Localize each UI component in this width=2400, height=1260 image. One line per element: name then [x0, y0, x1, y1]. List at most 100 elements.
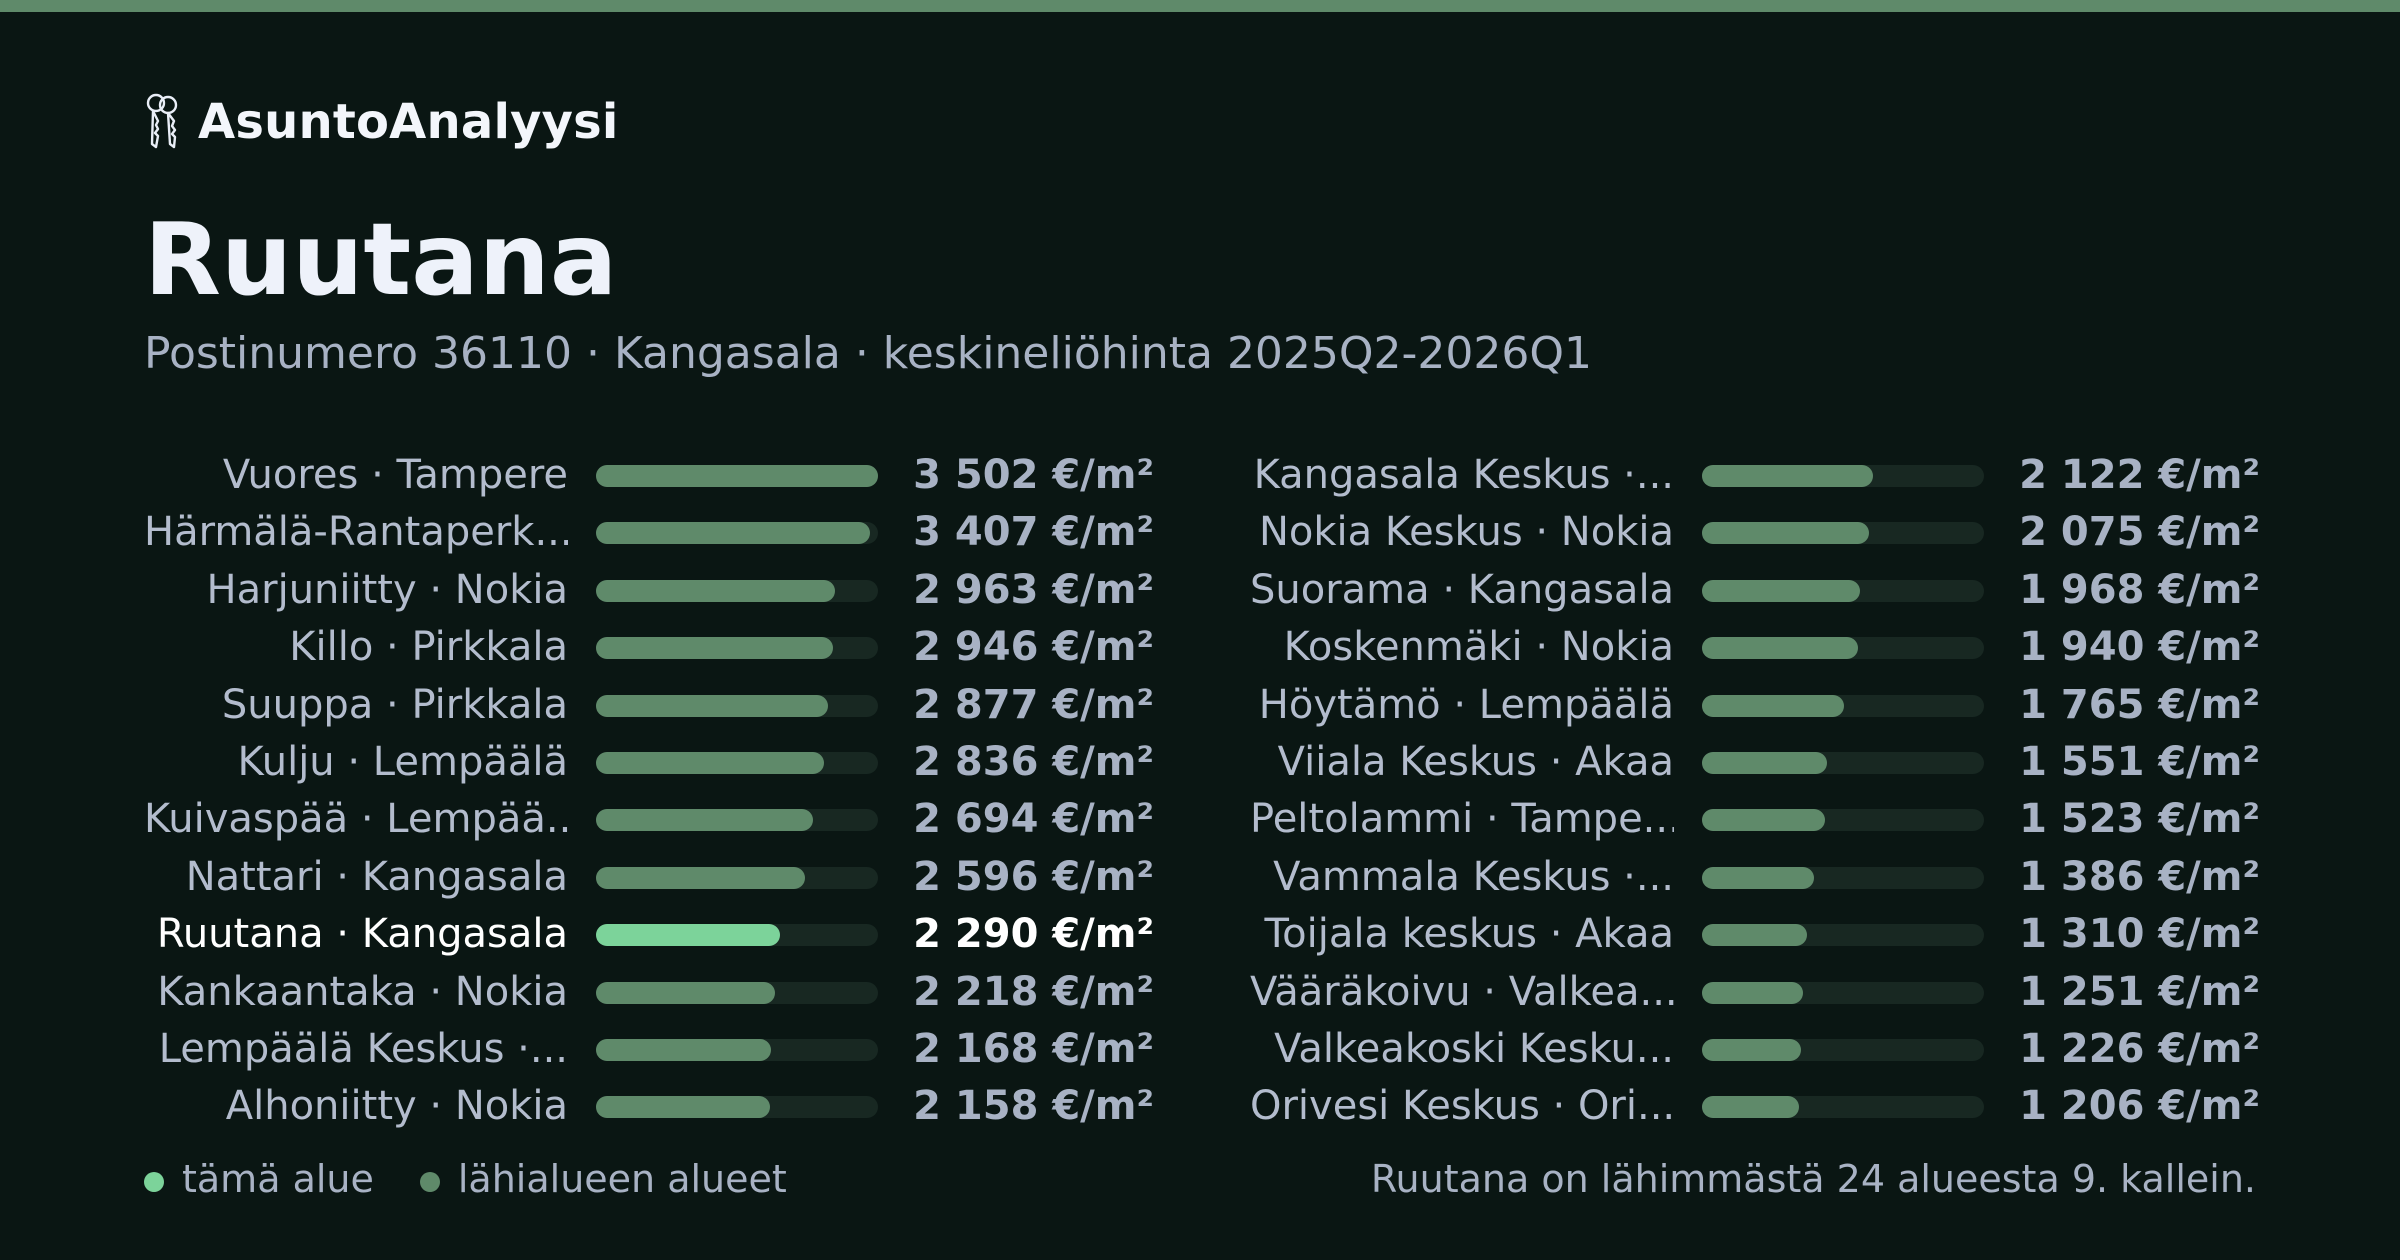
bar [1702, 1038, 1801, 1061]
bar-value-label: 1 968 €/m² [2019, 566, 2260, 613]
bar-label: Vääräkoivu · Valkea... [1250, 968, 1674, 1015]
bar-row: Höytämö · Lempäälä 1 765 €/m² [1250, 676, 2260, 733]
bar-label: Kangasala Keskus ·... [1253, 452, 1674, 498]
bar-track [1702, 522, 1984, 545]
bar-label: Suuppa · Pirkkala [221, 681, 568, 728]
bar-label: Härmälä-Rantaperk... [144, 509, 568, 556]
bar-row: Harjuniitty · Nokia 2 963 €/m² [144, 561, 1154, 618]
bar-label: Orivesi Keskus · Ori... [1250, 1083, 1674, 1130]
bar-row: Toijala keskus · Akaa 1 310 €/m² [1250, 905, 2261, 962]
chart-column-left: Vuores · Tampere 3 502 €/m² Härmälä-Rantap… [144, 446, 1154, 1135]
bar-row: Nattari · Kangasala 2 596 €/m² [144, 848, 1154, 905]
bar-label: Koskenmäki · Nokia [1283, 624, 1674, 671]
bar-value-label: 2 122 €/m² [2019, 452, 2260, 498]
bar [596, 751, 824, 774]
bar-row: Lempäälä Keskus ·... 2 168 €/m² [144, 1020, 1154, 1077]
bar-track [596, 751, 878, 774]
brand: AsuntoAnalyysi [144, 90, 619, 154]
bar-value-label: 2 218 €/m² [913, 968, 1154, 1015]
bar-value-label: 2 963 €/m² [913, 566, 1154, 613]
bar [596, 981, 775, 1004]
bar-value-label: 2 158 €/m² [913, 1083, 1154, 1130]
bar [1702, 1096, 1799, 1119]
top-accent-bar [0, 0, 2400, 12]
bar-value-label: 3 407 €/m² [913, 509, 1154, 556]
bar-value-label: 2 290 €/m² [913, 911, 1154, 958]
bar [1702, 924, 1807, 947]
bar-row: Orivesi Keskus · Ori... 1 206 €/m² [1250, 1077, 2260, 1134]
bar [1702, 465, 1873, 487]
bar-track [1702, 751, 1984, 774]
bar-value-label: 2 075 €/m² [2019, 509, 2260, 556]
bar [596, 1038, 771, 1061]
bar-value-label: 2 596 €/m² [913, 853, 1154, 900]
legend-item-others: lähialueen alueet [419, 1157, 787, 1201]
brand-name: AsuntoAnalyysi [198, 94, 619, 150]
ranking-note: Ruutana on lähimmästä 24 alueesta 9. kal… [1370, 1157, 2256, 1201]
bar [1702, 866, 1814, 889]
bar-track [1702, 1096, 1984, 1119]
bar-track [1702, 809, 1984, 832]
bar [1702, 809, 1825, 832]
bar-row: Suorama · Kangasala 1 968 €/m² [1250, 561, 2260, 618]
legend-dot-current [144, 1172, 164, 1192]
bar-track [1702, 637, 1984, 660]
bar-label: Kulju · Lempäälä [237, 738, 568, 785]
bar-label: Kuivaspää · Lempää... [144, 796, 568, 843]
bar [596, 1096, 770, 1119]
bar-label: Vuores · Tampere [222, 452, 568, 498]
bar-value-label: 1 523 €/m² [2019, 796, 2260, 843]
bar-label: Alhoniitty · Nokia [225, 1083, 568, 1130]
bar-row: Kangasala Keskus ·... 2 122 €/m² [1250, 446, 2260, 503]
chart-column-right: Kangasala Keskus ·... 2 122 €/m² Nokia Kes… [1250, 446, 2260, 1135]
bar-label: Nokia Keskus · Nokia [1258, 509, 1674, 556]
bar-value-label: 1 551 €/m² [2019, 738, 2260, 785]
bar [596, 465, 878, 487]
bar [1702, 694, 1844, 717]
bar-track [596, 637, 878, 660]
bar-row: Koskenmäki · Nokia 1 940 €/m² [1250, 618, 2260, 675]
bar-row: Kankaantaka · Nokia 2 218 €/m² [144, 963, 1154, 1020]
bar [596, 579, 835, 602]
bar-row: Killo · Pirkkala 2 946 €/m² [144, 618, 1154, 675]
bar-row: Valkeakoski Kesku... 1 226 €/m² [1250, 1020, 2260, 1077]
legend-label-current: tämä alue [182, 1157, 374, 1201]
bar-track [1702, 694, 1984, 717]
bar-row-current: Ruutana · Kangasala 2 290 €/m² [144, 905, 1154, 962]
bar-value-label: 1 765 €/m² [2019, 681, 2260, 728]
legend-label-others: lähialueen alueet [457, 1157, 787, 1201]
bar-row: Härmälä-Rantaperk... 3 407 €/m² [144, 503, 1154, 560]
bar-row: Suuppa · Pirkkala 2 877 €/m² [144, 676, 1154, 733]
bar-label: Nattari · Kangasala [185, 853, 568, 900]
bar-track [596, 866, 878, 889]
bar-row: Vammala Keskus ·... 1 386 €/m² [1250, 848, 2260, 905]
bar [596, 694, 828, 717]
bar-value-label: 2 836 €/m² [913, 738, 1154, 785]
bar [1702, 981, 1803, 1004]
bar-row: Alhoniitty · Nokia 2 158 €/m² [144, 1077, 1154, 1134]
bar-track [596, 522, 878, 545]
bar-row: Vääräkoivu · Valkea... 1 251 €/m² [1250, 963, 2260, 1020]
bar [1702, 522, 1869, 545]
bar [596, 809, 813, 832]
bar-track [596, 1038, 878, 1061]
bar-track [596, 809, 878, 832]
bar-track [596, 924, 878, 947]
bar-label: Kankaantaka · Nokia [157, 968, 568, 1015]
bar-value-label: 1 226 €/m² [2019, 1025, 2260, 1072]
bar-value-label: 2 694 €/m² [913, 796, 1154, 843]
bar [596, 637, 833, 660]
bar-label: Valkeakoski Kesku... [1274, 1025, 1674, 1072]
bar-row: Vuores · Tampere 3 502 €/m² [144, 446, 1154, 503]
bar-track [1702, 981, 1984, 1004]
bar-value-label: 2 877 €/m² [913, 681, 1154, 728]
bar-track [1702, 465, 1984, 487]
bar-value-label: 1 206 €/m² [2019, 1083, 2260, 1130]
legend-dot-others [419, 1172, 440, 1192]
bar-row: Kulju · Lempäälä 2 836 €/m² [144, 733, 1154, 790]
legend-item-current: tämä alue [144, 1157, 374, 1201]
bar-track [596, 981, 878, 1004]
bar-row: Peltolammi · Tampe... 1 523 €/m² [1250, 790, 2260, 847]
bar-value-label: 2 168 €/m² [913, 1025, 1154, 1072]
bar-label: Viiala Keskus · Akaa [1277, 738, 1674, 785]
